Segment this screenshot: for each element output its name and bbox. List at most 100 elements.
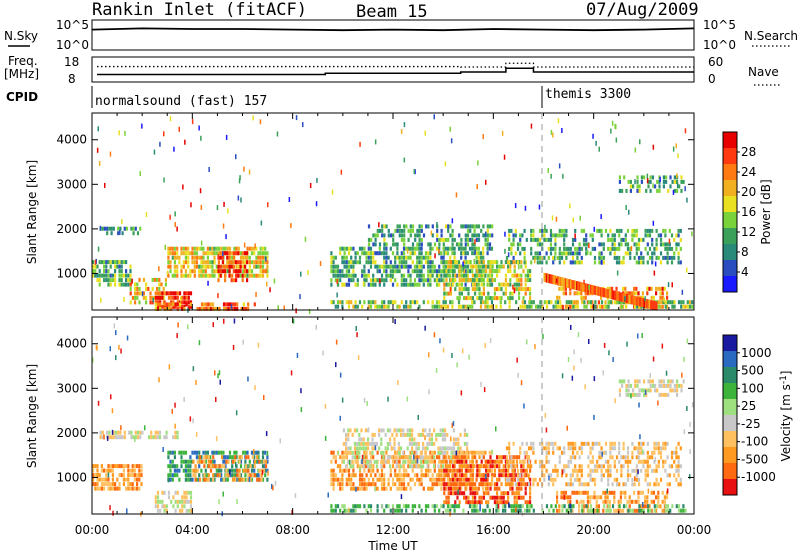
range-time-cell xyxy=(626,246,630,251)
range-time-cell xyxy=(364,446,367,451)
range-time-cell xyxy=(460,273,463,278)
range-time-cell xyxy=(378,251,381,256)
range-time-cell xyxy=(216,205,219,211)
range-time-cell xyxy=(446,504,450,509)
range-time-cell xyxy=(107,472,110,478)
range-time-cell xyxy=(524,205,527,211)
range-time-cell xyxy=(465,477,468,482)
range-time-cell xyxy=(468,504,472,509)
range-time-cell xyxy=(547,473,550,478)
range-time-cell xyxy=(633,468,636,473)
range-time-cell xyxy=(504,508,507,513)
range-time-cell xyxy=(435,246,439,251)
range-time-cell xyxy=(526,508,529,513)
range-time-cell xyxy=(635,246,638,251)
range-time-cell xyxy=(676,173,678,179)
range-time-cell xyxy=(193,246,196,251)
range-time-cell xyxy=(466,237,470,242)
range-time-cell xyxy=(369,441,372,446)
range-time-cell xyxy=(454,500,457,505)
range-time-cell xyxy=(491,495,494,500)
range-time-cell xyxy=(257,264,260,269)
range-time-cell xyxy=(429,264,432,269)
range-time-cell xyxy=(383,237,386,242)
range-time-cell xyxy=(589,304,593,309)
range-time-cell xyxy=(212,477,215,482)
range-time-cell xyxy=(276,131,279,137)
range-time-cell xyxy=(435,273,439,278)
range-time-cell xyxy=(572,217,574,223)
range-time-cell xyxy=(675,446,678,451)
range-time-cell xyxy=(389,300,392,305)
range-time-cell xyxy=(638,388,641,393)
range-time-cell xyxy=(153,277,156,282)
range-time-cell xyxy=(96,482,99,487)
range-time-cell xyxy=(343,504,346,509)
range-time-cell xyxy=(613,246,616,251)
range-time-cell xyxy=(441,432,444,437)
range-time-cell xyxy=(637,455,641,460)
range-time-cell xyxy=(637,237,641,242)
range-time-cell xyxy=(195,431,198,437)
range-time-cell xyxy=(635,291,638,296)
range-time-cell xyxy=(178,260,181,265)
range-time-cell xyxy=(374,445,377,451)
range-time-cell xyxy=(666,455,669,460)
range-time-cell xyxy=(440,233,443,238)
range-time-cell xyxy=(252,115,254,121)
range-time-cell xyxy=(604,300,607,305)
range-time-cell xyxy=(131,468,134,473)
range-time-cell xyxy=(460,468,463,473)
range-time-cell xyxy=(618,228,621,233)
range-time-cell xyxy=(336,292,338,298)
range-time-cell xyxy=(686,338,689,344)
range-time-cell xyxy=(206,251,209,256)
range-time-cell xyxy=(657,255,660,260)
range-time-cell xyxy=(679,260,682,265)
range-time-cell xyxy=(681,289,684,295)
range-time-cell xyxy=(644,473,647,478)
range-time-cell xyxy=(640,508,643,513)
range-time-cell xyxy=(440,464,443,469)
range-time-cell xyxy=(174,302,177,307)
range-time-cell xyxy=(195,379,197,385)
range-time-cell xyxy=(574,304,577,309)
range-time-cell xyxy=(411,446,414,451)
range-time-cell xyxy=(347,446,350,451)
range-time-cell xyxy=(129,300,132,305)
range-time-cell xyxy=(592,133,594,139)
range-time-cell xyxy=(404,455,407,460)
range-time-cell xyxy=(429,255,432,260)
range-time-cell xyxy=(443,269,446,274)
range-time-cell xyxy=(600,214,602,220)
range-time-cell xyxy=(444,224,448,229)
range-time-cell xyxy=(171,473,174,478)
range-time-cell xyxy=(347,482,351,487)
range-time-cell xyxy=(443,455,446,460)
range-time-cell xyxy=(680,179,683,184)
range-time-cell xyxy=(288,197,291,202)
range-time-cell xyxy=(471,264,474,269)
range-time-cell xyxy=(477,282,480,287)
range-time-cell xyxy=(259,119,262,125)
range-time-cell xyxy=(677,300,681,305)
range-time-cell xyxy=(618,242,621,247)
range-time-cell xyxy=(519,450,522,455)
range-time-cell xyxy=(345,255,348,260)
range-time-cell xyxy=(418,224,421,229)
range-time-cell xyxy=(394,455,397,460)
range-time-cell xyxy=(145,300,148,305)
range-time-cell xyxy=(299,294,301,300)
range-time-cell xyxy=(552,477,555,482)
range-time-cell xyxy=(460,242,463,247)
range-time-cell xyxy=(452,455,455,460)
range-time-cell xyxy=(679,228,682,233)
range-time-cell xyxy=(266,273,269,278)
range-time-cell xyxy=(300,271,302,277)
range-time-cell xyxy=(627,383,630,388)
range-time-cell xyxy=(361,273,364,278)
slant-band-cell xyxy=(620,292,623,302)
range-time-cell xyxy=(420,278,423,283)
range-time-cell xyxy=(436,237,439,242)
range-time-cell xyxy=(253,260,256,265)
